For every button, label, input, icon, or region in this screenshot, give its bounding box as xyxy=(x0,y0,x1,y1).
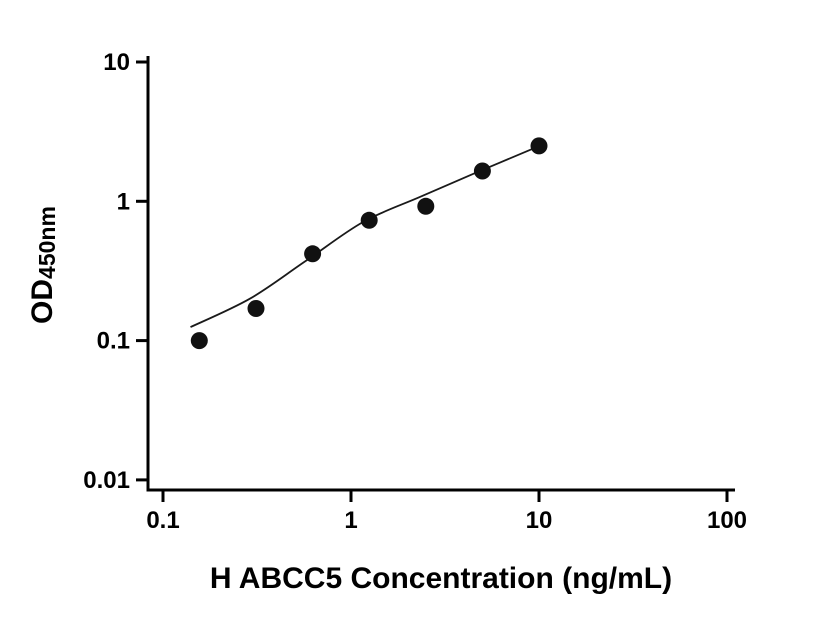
data-point xyxy=(530,137,548,155)
x-axis-title: H ABCC5 Concentration (ng/mL) xyxy=(210,562,672,595)
y-tick-label: 10 xyxy=(103,49,130,76)
y-axis-title-sub: 450nm xyxy=(34,206,60,279)
x-tick-label: 0.1 xyxy=(146,507,179,534)
data-point xyxy=(304,245,322,263)
y-tick-label: 0.01 xyxy=(83,467,130,494)
axis-lines xyxy=(146,56,735,492)
y-axis-title: OD450nm xyxy=(26,206,60,324)
y-tick-label: 1 xyxy=(117,188,130,215)
x-tick-label: 100 xyxy=(707,507,747,534)
data-point xyxy=(473,162,491,180)
data-point xyxy=(360,211,378,229)
data-point xyxy=(247,300,265,317)
data-point xyxy=(190,332,208,350)
x-tick-label: 1 xyxy=(344,507,357,534)
y-axis-title-main: OD xyxy=(26,279,59,324)
plot-area: 10 1 0.1 0.01 0.1 1 10 100 xyxy=(83,49,747,534)
data-point xyxy=(417,197,435,215)
x-tick-label: 10 xyxy=(526,507,553,534)
y-tick-label: 0.1 xyxy=(97,328,130,355)
